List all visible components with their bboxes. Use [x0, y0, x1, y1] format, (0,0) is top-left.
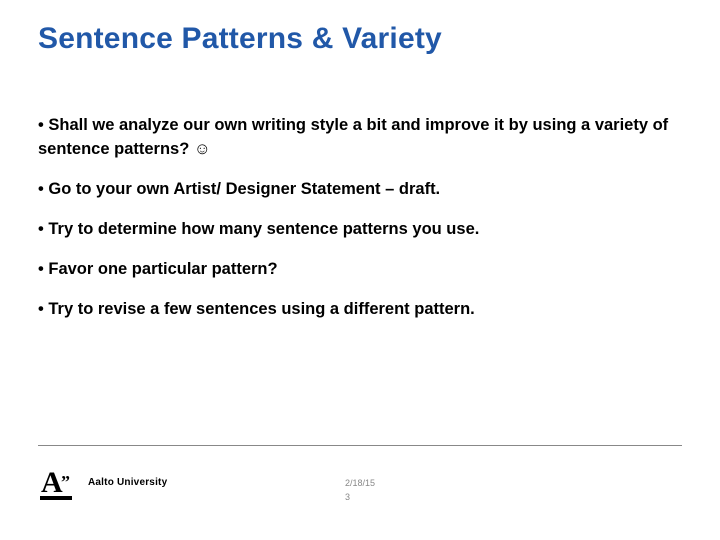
svg-text:A: A — [41, 466, 63, 499]
bullet-item: • Shall we analyze our own writing style… — [38, 114, 682, 162]
footer-page-number: 3 — [345, 491, 375, 505]
footer-date: 2/18/15 — [345, 477, 375, 491]
bullet-item: • Try to determine how many sentence pat… — [38, 218, 682, 242]
bullet-item: • Favor one particular pattern? — [38, 258, 682, 282]
logo: A ” Aalto University — [38, 462, 167, 502]
slide-content: • Shall we analyze our own writing style… — [38, 114, 682, 322]
footer-divider — [38, 445, 682, 446]
university-logo-icon: A ” — [38, 462, 78, 502]
bullet-text: Favor one particular pattern? — [48, 260, 277, 278]
slide: Sentence Patterns & Variety • Shall we a… — [0, 0, 720, 540]
bullet-text: Shall we analyze our own writing style a… — [38, 116, 668, 158]
bullet-item: • Go to your own Artist/ Designer Statem… — [38, 178, 682, 202]
bullet-item: • Try to revise a few sentences using a … — [38, 298, 682, 322]
bullet-text: Try to determine how many sentence patte… — [48, 220, 479, 238]
slide-title: Sentence Patterns & Variety — [38, 22, 682, 56]
bullet-text: Go to your own Artist/ Designer Statemen… — [48, 180, 440, 198]
svg-text:”: ” — [61, 472, 70, 492]
footer-meta: 2/18/15 3 — [345, 477, 375, 504]
logo-label: Aalto University — [88, 477, 167, 488]
bullet-text: Try to revise a few sentences using a di… — [48, 300, 474, 318]
